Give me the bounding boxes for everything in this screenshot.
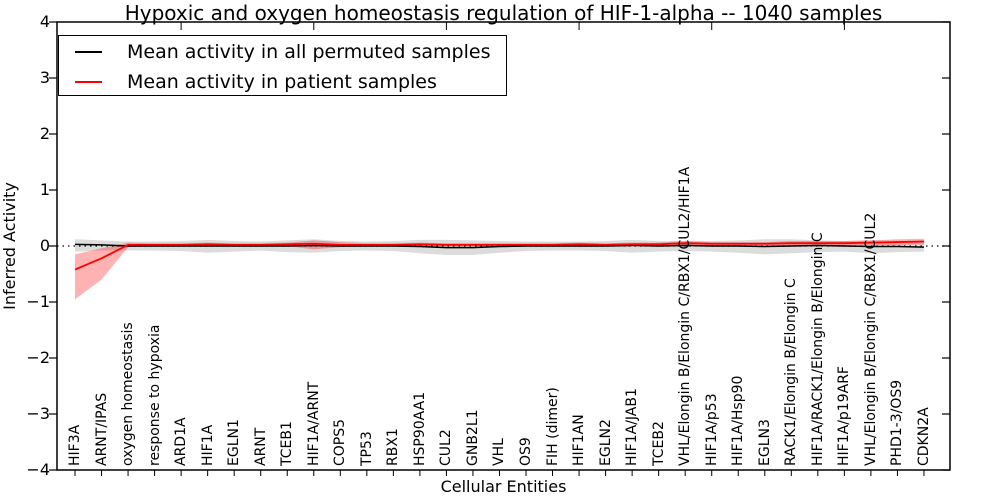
x-tick-label: FIH (dimer) — [544, 387, 561, 466]
x-tick-label: VHL/Elongin B/Elongin C/RBX1/CUL2/HIF1A — [677, 166, 694, 466]
x-tick-label: EGLN3 — [756, 419, 773, 466]
x-tick-label: RACK1/Elongin B/Elongin C — [783, 278, 800, 466]
x-tick-label: EGLN1 — [226, 419, 243, 466]
line-permuted — [74, 243, 924, 249]
x-tick-label: ARNT — [252, 427, 269, 466]
x-tick-label: TCEB1 — [279, 421, 296, 466]
x-tick-label: OS9 — [518, 437, 534, 466]
x-tick-label: HIF3A — [67, 424, 83, 466]
x-tick-label: oxygen homeostasis — [120, 322, 137, 466]
x-tick-label: HIF1A/ARNT — [305, 381, 322, 466]
x-tick-label: HIF1A/p19ARF — [836, 366, 853, 466]
x-tick-label: EGLN2 — [597, 419, 614, 466]
x-tick-label: CDKN2A — [915, 407, 932, 466]
x-tick-label: PHD1-3/OS9 — [889, 379, 906, 466]
y-tick-label: 0 — [39, 236, 50, 255]
y-tick-label: 2 — [39, 124, 50, 143]
x-axis-label: Cellular Entities — [440, 477, 567, 496]
x-tick-label: VHL — [491, 438, 508, 466]
x-tick-label: response to hypoxia — [146, 324, 163, 466]
y-tick-label: −3 — [26, 404, 50, 423]
legend-line-permuted — [75, 51, 102, 53]
line-patient — [74, 240, 924, 271]
legend-item: Mean activity in all permuted samples — [59, 38, 506, 66]
x-tick-label: CUL2 — [438, 429, 455, 466]
y-tick-label: 4 — [39, 12, 50, 31]
x-tick-label: HIF1A — [199, 424, 216, 466]
x-tick-label: HIF1A/RACK1/Elongin B/Elongin C — [809, 232, 826, 466]
x-tick-label: HIF1A/p53 — [703, 393, 720, 466]
x-tick-label: ARD1A — [173, 417, 190, 466]
legend-line-patient — [75, 81, 102, 83]
y-tick-label: −2 — [26, 348, 50, 367]
x-tick-label: TP53 — [358, 431, 375, 466]
x-tick-label: COPS5 — [332, 418, 349, 466]
x-tick-label: TCEB2 — [650, 421, 667, 466]
legend: Mean activity in all permuted samples Me… — [58, 35, 507, 96]
legend-label-patient: Mean activity in patient samples — [127, 71, 437, 93]
x-tick-label: ARNT/IPAS — [93, 392, 110, 466]
x-tick-label: RBX1 — [385, 428, 402, 466]
x-tick-label: HIF1A/Hsp90 — [730, 375, 747, 466]
chart-title: Hypoxic and oxygen homeostasis regulatio… — [124, 1, 883, 25]
x-tick-label: GNB2L1 — [464, 409, 481, 466]
x-tick-label: HIF1A/JAB1 — [624, 388, 641, 466]
y-tick-label: −4 — [26, 460, 50, 479]
y-tick-label: −1 — [26, 292, 50, 311]
x-tick-label: VHL/Elongin B/Elongin C/RBX1/CUL2 — [862, 212, 879, 466]
y-tick-label: 3 — [39, 68, 50, 87]
x-tick-label: HSP90AA1 — [411, 391, 428, 466]
x-tick-label: HIF1AN — [571, 414, 588, 466]
y-tick-label: 1 — [39, 180, 50, 199]
legend-item: Mean activity in patient samples — [59, 68, 506, 96]
legend-label-permuted: Mean activity in all permuted samples — [127, 41, 491, 63]
